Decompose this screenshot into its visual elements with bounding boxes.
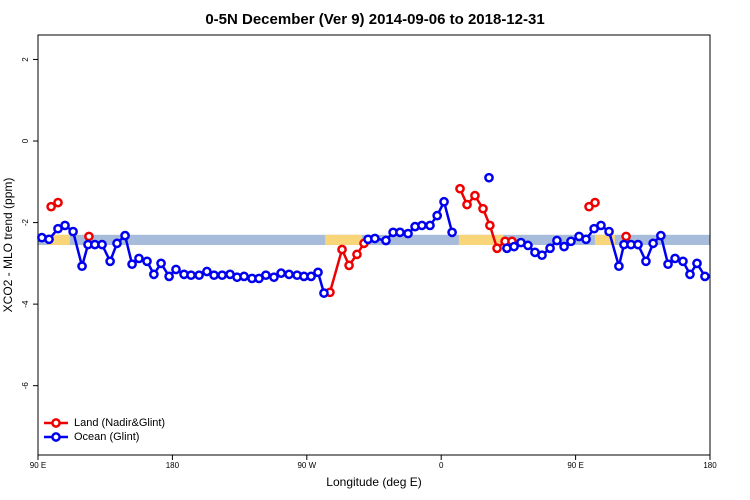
y-tick-label: 0 <box>21 138 30 143</box>
point <box>523 240 533 251</box>
point <box>581 234 591 245</box>
y-tick-label: 2 <box>21 57 30 62</box>
point <box>566 236 576 247</box>
point <box>545 243 555 254</box>
legend-label: Land (Nadir&Glint) <box>74 417 165 429</box>
point <box>663 259 673 270</box>
point <box>68 226 78 237</box>
point <box>120 230 130 241</box>
point <box>656 230 666 241</box>
point <box>621 231 631 242</box>
x-tick-label: 0 <box>439 461 444 470</box>
point <box>284 269 294 280</box>
point <box>164 271 174 282</box>
point <box>425 220 435 231</box>
point <box>337 244 347 255</box>
point <box>633 239 643 250</box>
point <box>217 270 227 281</box>
point <box>156 258 166 269</box>
point <box>149 269 159 280</box>
point <box>462 199 472 210</box>
point <box>604 226 614 237</box>
point <box>492 243 502 254</box>
x-tick-label: 90 W <box>297 461 316 470</box>
point <box>352 249 362 260</box>
point <box>484 172 494 183</box>
point <box>648 238 658 249</box>
series-line <box>41 198 706 294</box>
point <box>202 266 212 277</box>
legend-marker <box>51 432 61 442</box>
point <box>77 261 87 272</box>
point <box>194 270 204 281</box>
point <box>344 260 354 271</box>
x-tick-label: 90 E <box>30 461 46 470</box>
point <box>485 220 495 231</box>
land-band <box>48 234 70 245</box>
point <box>261 270 271 281</box>
point <box>552 235 562 246</box>
y-tick-label: -4 <box>21 300 30 308</box>
point <box>590 197 600 208</box>
point <box>678 256 688 267</box>
point <box>306 271 316 282</box>
point <box>381 235 391 246</box>
x-tick-label: 90 E <box>567 461 583 470</box>
point <box>84 231 94 242</box>
point <box>700 271 710 282</box>
point <box>44 234 54 245</box>
point <box>171 264 181 275</box>
land-band <box>325 234 363 245</box>
point <box>432 210 443 221</box>
point <box>614 261 624 272</box>
point <box>97 239 107 250</box>
point <box>596 220 606 231</box>
land-band <box>595 234 616 245</box>
legend-label: Ocean (Glint) <box>74 431 139 443</box>
point <box>417 220 427 231</box>
point <box>319 288 329 298</box>
point <box>670 253 680 264</box>
point <box>209 270 219 281</box>
chart-title: 0-5N December (Ver 9) 2014-09-06 to 2018… <box>205 11 544 28</box>
point <box>46 201 56 212</box>
point <box>53 197 63 208</box>
point <box>439 196 449 207</box>
x-tick-label: 180 <box>703 461 717 470</box>
point <box>537 250 547 261</box>
point <box>403 228 413 239</box>
y-tick-label: -6 <box>21 382 30 390</box>
x-tick-label: 180 <box>166 461 180 470</box>
y-axis-label: XCO2 - MLO trend (ppm) <box>1 178 15 313</box>
point <box>455 183 465 194</box>
point <box>478 203 488 214</box>
point <box>186 270 196 281</box>
point <box>470 190 480 201</box>
point <box>641 256 651 267</box>
point <box>685 269 695 280</box>
point <box>134 253 144 264</box>
point <box>142 256 152 267</box>
point <box>370 233 380 244</box>
point <box>509 241 519 252</box>
point <box>692 258 702 269</box>
point <box>559 241 569 252</box>
point <box>112 238 122 249</box>
x-axis-label: Longitude (deg E) <box>326 475 421 489</box>
point <box>276 268 286 278</box>
point <box>105 256 115 267</box>
point <box>269 272 279 283</box>
point <box>127 259 137 270</box>
point <box>60 220 70 231</box>
point <box>395 227 405 238</box>
point <box>239 271 249 282</box>
point <box>447 227 457 238</box>
plot-frame <box>37 34 711 456</box>
legend-marker <box>51 418 61 428</box>
y-tick-label: -2 <box>21 218 30 226</box>
land-band <box>458 234 504 245</box>
point <box>313 267 323 278</box>
